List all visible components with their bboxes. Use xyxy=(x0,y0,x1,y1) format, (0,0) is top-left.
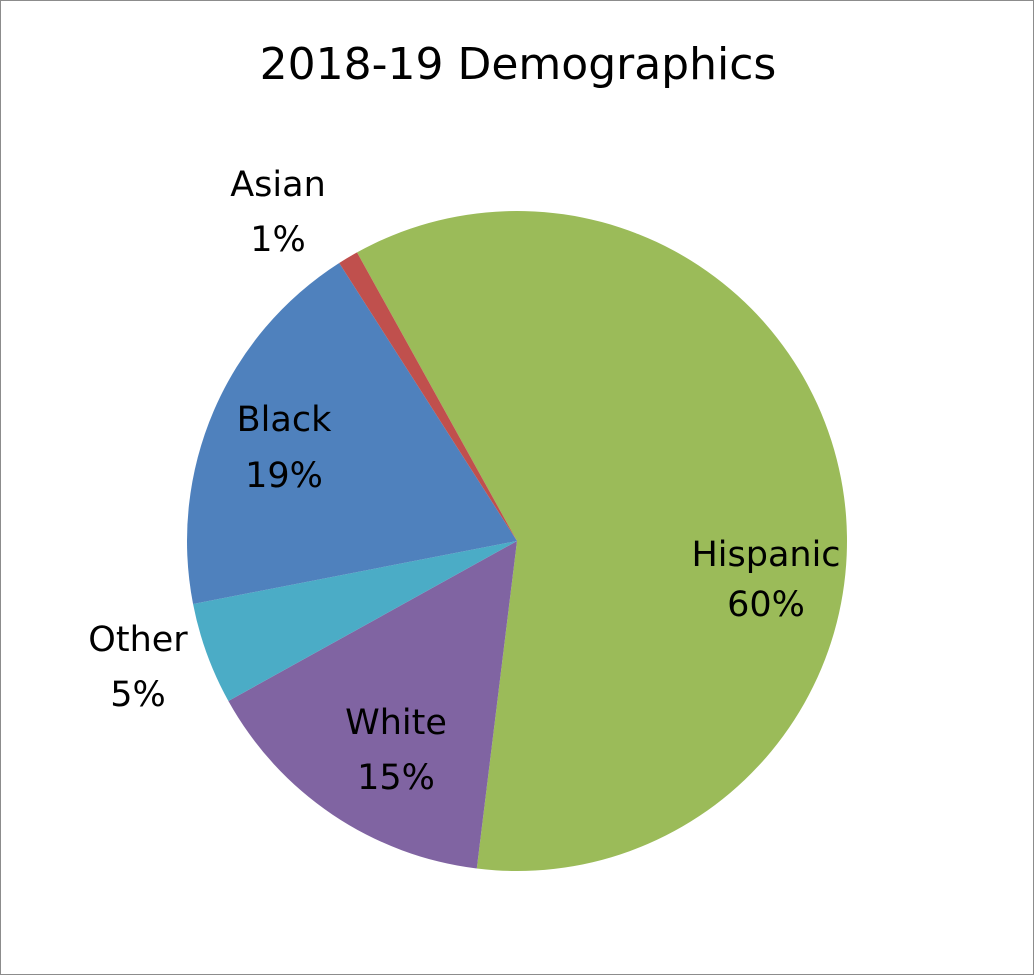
slice-label-other: Other xyxy=(88,620,188,660)
slice-percent-hispanic: 60% xyxy=(727,585,805,625)
pie-slice-asian xyxy=(339,252,517,542)
chart-title: 2018-19 Demographics xyxy=(259,39,777,90)
slice-label-black: Black xyxy=(237,400,332,440)
slice-label-hispanic: Hispanic xyxy=(691,535,840,575)
pie-slice-white xyxy=(228,541,518,869)
slice-percent-white: 15% xyxy=(357,758,435,798)
pie-slice-hispanic xyxy=(357,210,848,871)
pie-slice-black xyxy=(187,262,517,604)
slice-label-white: White xyxy=(345,703,447,743)
slice-percent-asian: 1% xyxy=(250,220,306,260)
slice-percent-other: 5% xyxy=(110,675,166,715)
slice-percent-black: 19% xyxy=(245,456,323,496)
slice-label-asian: Asian xyxy=(230,165,326,205)
pie-slice-other xyxy=(193,541,517,701)
